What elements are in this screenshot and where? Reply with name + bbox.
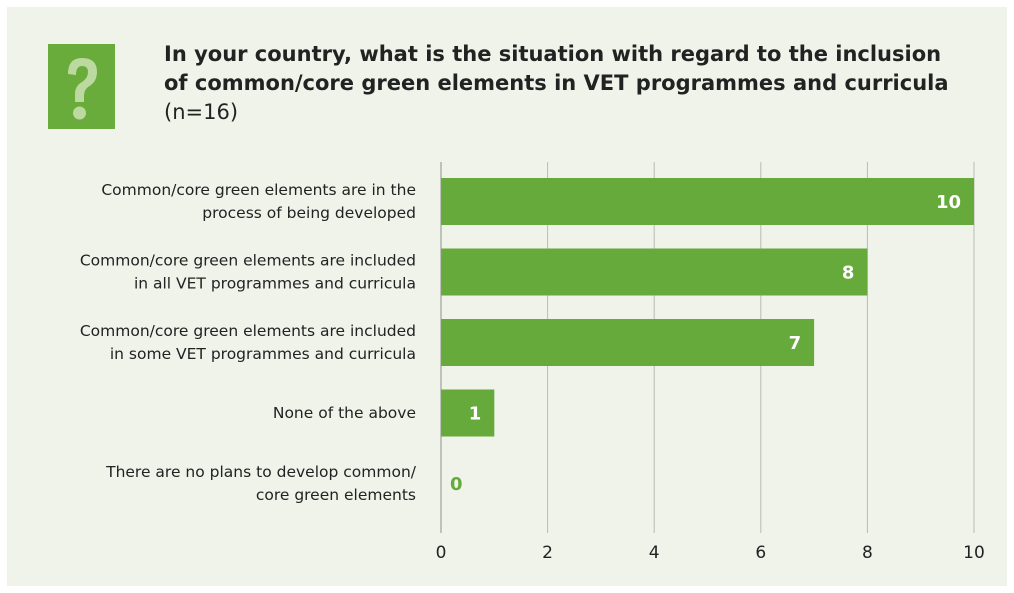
category-label: Common/core green elements are in the bbox=[101, 181, 416, 199]
x-tick-label: 8 bbox=[862, 543, 873, 563]
chart-title: In your country, what is the situation w… bbox=[164, 40, 964, 127]
bar-value-label: 1 bbox=[469, 404, 482, 425]
chart-panel bbox=[7, 7, 1007, 586]
x-tick-label: 10 bbox=[963, 543, 985, 563]
bar bbox=[441, 248, 868, 296]
category-label: process of being developed bbox=[202, 204, 416, 222]
question-mark-icon bbox=[48, 44, 115, 129]
bar bbox=[441, 319, 815, 366]
x-tick-label: 2 bbox=[542, 543, 553, 563]
category-label: core green elements bbox=[256, 486, 416, 504]
chart-title-text: In your country, what is the situation w… bbox=[164, 42, 949, 95]
bar bbox=[441, 389, 495, 437]
bar-value-label: 0 bbox=[450, 474, 463, 495]
category-label: Common/core green elements are included bbox=[80, 322, 416, 340]
bar bbox=[441, 178, 974, 225]
category-label: None of the above bbox=[273, 404, 416, 422]
bar-value-label: 8 bbox=[842, 263, 855, 284]
category-label: There are no plans to develop common/ bbox=[105, 463, 417, 481]
category-label: Common/core green elements are included bbox=[80, 252, 416, 270]
x-tick-label: 6 bbox=[755, 543, 766, 563]
bar-value-label: 7 bbox=[789, 333, 802, 354]
x-tick-label: 0 bbox=[436, 543, 447, 563]
category-label: in all VET programmes and curricula bbox=[134, 275, 416, 293]
bar-value-label: 10 bbox=[936, 192, 961, 213]
category-label: in some VET programmes and curricula bbox=[110, 345, 416, 363]
x-tick-label: 4 bbox=[649, 543, 660, 563]
chart-title-note: (n=16) bbox=[164, 100, 239, 124]
